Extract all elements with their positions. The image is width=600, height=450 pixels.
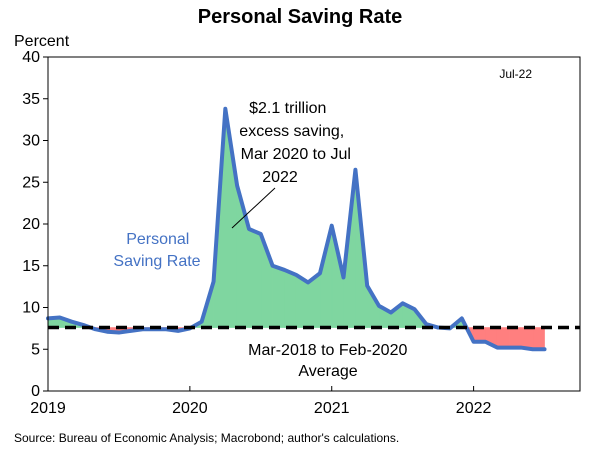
saving-shortfall-area <box>496 327 510 348</box>
y-axis-label: Percent <box>14 33 70 50</box>
excess-line-4: 2022 <box>262 169 298 186</box>
x-tick-label: 2022 <box>456 400 492 417</box>
excess-saving-area <box>284 269 297 328</box>
y-tick-label: 40 <box>22 49 40 66</box>
y-tick-label: 25 <box>22 174 40 191</box>
average-line-1: Mar-2018 to Feb-2020 <box>248 342 407 359</box>
date-label: Jul-22 <box>499 67 532 81</box>
y-tick-label: 30 <box>22 133 40 150</box>
excess-line-1: $2.1 trillion <box>249 100 326 117</box>
excess-pointer-line <box>231 187 276 229</box>
average-line-2: Average <box>298 363 357 380</box>
y-tick-label: 5 <box>31 341 40 358</box>
y-tick-label: 35 <box>22 91 40 108</box>
y-tick-label: 0 <box>31 383 40 400</box>
series-label-line-1: Personal <box>126 231 189 248</box>
series-label: Personal Saving Rate <box>113 231 200 270</box>
source-note: Source: Bureau of Economic Analysis; Mac… <box>14 431 399 445</box>
x-tick-label: 2021 <box>314 400 350 417</box>
fill-areas <box>47 108 545 350</box>
excess-saving-area <box>272 265 285 328</box>
y-axis: 0 5 10 15 20 25 30 35 40 <box>22 49 48 400</box>
saving-shortfall-area <box>508 327 522 348</box>
y-tick-label: 20 <box>22 216 40 233</box>
excess-saving-area <box>248 228 262 328</box>
x-tick-label: 2020 <box>172 400 208 417</box>
excess-line-3: Mar 2020 to Jul <box>241 146 351 163</box>
excess-line-2: excess saving, <box>239 123 344 140</box>
x-axis: 2019 2020 2021 2022 <box>30 386 491 417</box>
series-label-line-2: Saving Rate <box>113 253 200 270</box>
saving-shortfall-area <box>473 327 486 343</box>
average-annotation: Mar-2018 to Feb-2020 Average <box>248 342 412 380</box>
chart-title: Personal Saving Rate <box>198 6 403 28</box>
excess-annotation: $2.1 trillion excess saving, Mar 2020 to… <box>239 100 355 186</box>
saving-shortfall-area <box>532 327 545 350</box>
y-tick-label: 10 <box>22 300 40 317</box>
y-tick-label: 15 <box>22 258 40 275</box>
x-tick-label: 2019 <box>30 400 66 417</box>
